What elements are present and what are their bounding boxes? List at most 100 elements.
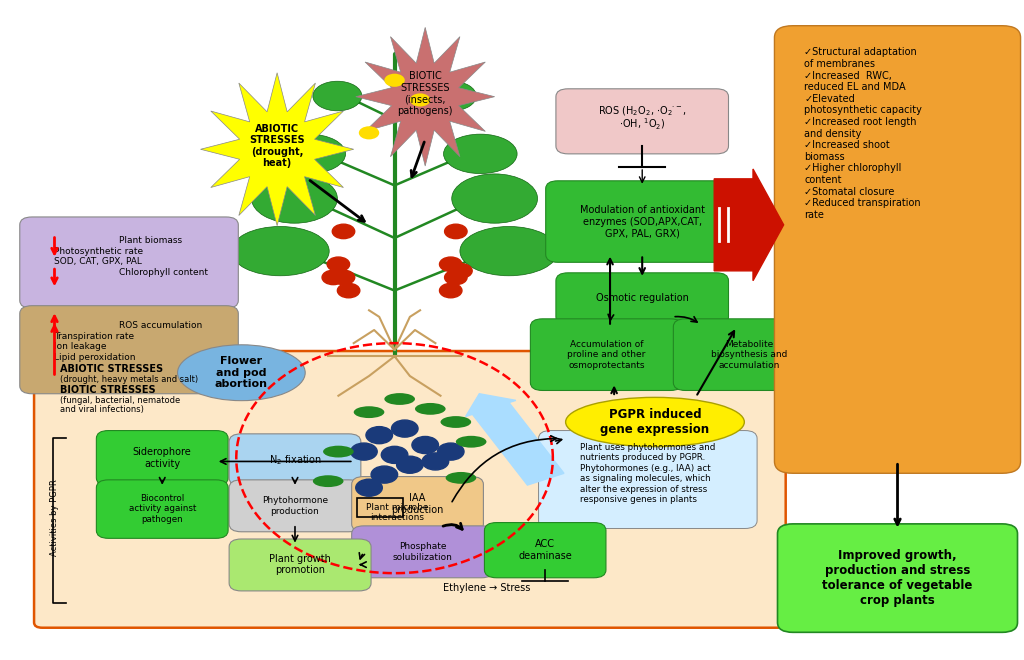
FancyBboxPatch shape xyxy=(229,434,360,486)
Ellipse shape xyxy=(460,226,558,276)
Text: Chlorophyll content: Chlorophyll content xyxy=(119,267,208,277)
Ellipse shape xyxy=(443,134,517,174)
Text: IAA
production: IAA production xyxy=(391,494,443,515)
FancyBboxPatch shape xyxy=(539,430,757,529)
FancyArrow shape xyxy=(714,169,783,280)
Ellipse shape xyxy=(177,345,305,401)
Polygon shape xyxy=(201,73,353,226)
Text: ROS (H$_2$O$_2$, $\cdot$O$_2$$^{\cdot-}$,: ROS (H$_2$O$_2$, $\cdot$O$_2$$^{\cdot-}$… xyxy=(598,104,687,117)
Text: Biocontrol
activity against
pathogen: Biocontrol activity against pathogen xyxy=(129,494,196,523)
Text: PGPR induced
gene expression: PGPR induced gene expression xyxy=(600,408,710,436)
Text: Lipid peroxidation: Lipid peroxidation xyxy=(54,353,136,362)
Circle shape xyxy=(444,270,467,284)
Ellipse shape xyxy=(384,393,415,405)
Text: Flower
and pod
abortion: Flower and pod abortion xyxy=(215,356,268,389)
Text: Activities by PGPR: Activities by PGPR xyxy=(50,479,59,556)
Text: BIOTIC
STRESSES
(insects,
pathogens): BIOTIC STRESSES (insects, pathogens) xyxy=(397,71,453,116)
Text: ACC
deaminase: ACC deaminase xyxy=(518,539,572,561)
FancyBboxPatch shape xyxy=(546,181,738,262)
Text: Phytohormone
production: Phytohormone production xyxy=(262,496,328,516)
Ellipse shape xyxy=(427,81,476,111)
FancyBboxPatch shape xyxy=(229,539,371,591)
Ellipse shape xyxy=(384,74,404,87)
Circle shape xyxy=(337,283,359,298)
Circle shape xyxy=(371,466,397,483)
Ellipse shape xyxy=(456,436,486,447)
Text: ABIOTIC STRESSES: ABIOTIC STRESSES xyxy=(59,364,163,374)
Circle shape xyxy=(444,224,467,239)
FancyBboxPatch shape xyxy=(774,26,1021,473)
Ellipse shape xyxy=(353,407,384,418)
Text: (drought, heavy metals and salt): (drought, heavy metals and salt) xyxy=(59,375,198,383)
Circle shape xyxy=(332,224,354,239)
Ellipse shape xyxy=(272,134,345,174)
Circle shape xyxy=(327,257,349,271)
Circle shape xyxy=(323,270,344,284)
Circle shape xyxy=(355,479,382,496)
Circle shape xyxy=(422,453,449,470)
Ellipse shape xyxy=(252,174,337,223)
Text: Plant microbe
interactions: Plant microbe interactions xyxy=(367,503,429,523)
FancyBboxPatch shape xyxy=(556,89,728,154)
Text: Osmotic regulation: Osmotic regulation xyxy=(596,294,689,304)
FancyBboxPatch shape xyxy=(484,523,606,578)
Text: N$_2$ fixation: N$_2$ fixation xyxy=(268,453,322,467)
Text: $\cdot$OH, $^1$O$_2$): $\cdot$OH, $^1$O$_2$) xyxy=(620,117,666,133)
Text: and viral infections): and viral infections) xyxy=(59,405,143,414)
Circle shape xyxy=(450,263,472,278)
Circle shape xyxy=(391,420,418,437)
Text: Plant biomass: Plant biomass xyxy=(119,236,182,245)
Circle shape xyxy=(439,257,462,271)
Text: Modulation of antioxidant
enzymes (SOD,APX,CAT,
GPX, PAL, GRX): Modulation of antioxidant enzymes (SOD,A… xyxy=(580,205,705,238)
Circle shape xyxy=(412,436,438,453)
Text: ABIOTIC
STRESSES
(drought,
heat): ABIOTIC STRESSES (drought, heat) xyxy=(249,123,305,168)
Ellipse shape xyxy=(445,472,476,484)
FancyBboxPatch shape xyxy=(229,480,360,532)
Ellipse shape xyxy=(313,475,343,487)
Ellipse shape xyxy=(324,446,353,457)
FancyBboxPatch shape xyxy=(19,217,239,308)
Ellipse shape xyxy=(415,403,445,414)
Text: Metabolite
biosynthesis and
accumulation: Metabolite biosynthesis and accumulation xyxy=(712,340,787,370)
Ellipse shape xyxy=(313,81,361,111)
Text: Plant uses phytohormones and
nutrients produced by PGPR.
Phytohormones (e.g., IA: Plant uses phytohormones and nutrients p… xyxy=(581,443,716,504)
Ellipse shape xyxy=(231,226,329,276)
FancyBboxPatch shape xyxy=(19,306,239,394)
Circle shape xyxy=(396,456,423,473)
Circle shape xyxy=(332,270,354,284)
Text: Photosynthetic rate: Photosynthetic rate xyxy=(54,247,143,255)
Text: BIOTIC STRESSES: BIOTIC STRESSES xyxy=(59,385,156,395)
Ellipse shape xyxy=(452,174,538,223)
FancyBboxPatch shape xyxy=(34,351,785,628)
Text: Siderophore
activity: Siderophore activity xyxy=(133,447,191,469)
FancyBboxPatch shape xyxy=(530,319,683,391)
FancyBboxPatch shape xyxy=(674,319,825,391)
Text: ROS accumulation: ROS accumulation xyxy=(119,321,202,331)
Ellipse shape xyxy=(565,397,744,447)
Ellipse shape xyxy=(358,126,379,139)
Text: (fungal, bacterial, nematode: (fungal, bacterial, nematode xyxy=(59,396,180,405)
FancyArrow shape xyxy=(466,394,564,485)
Text: Ion leakage: Ion leakage xyxy=(54,343,106,352)
Text: Accumulation of
proline and other
osmoprotectants: Accumulation of proline and other osmopr… xyxy=(567,340,646,370)
FancyBboxPatch shape xyxy=(777,524,1018,632)
Circle shape xyxy=(381,446,408,463)
Circle shape xyxy=(437,443,464,460)
FancyBboxPatch shape xyxy=(96,480,228,539)
Ellipse shape xyxy=(440,416,471,428)
Text: Improved growth,
production and stress
tolerance of vegetable
crop plants: Improved growth, production and stress t… xyxy=(822,549,973,607)
Text: ✓Structural adaptation
of membranes
✓Increased  RWC,
reduced EL and MDA
✓Elevate: ✓Structural adaptation of membranes ✓Inc… xyxy=(804,48,922,220)
Polygon shape xyxy=(355,27,495,166)
Bar xyxy=(356,498,402,517)
Text: SOD, CAT, GPX, PAL: SOD, CAT, GPX, PAL xyxy=(54,257,142,266)
FancyBboxPatch shape xyxy=(351,526,494,578)
Text: Transpiration rate: Transpiration rate xyxy=(54,332,134,341)
FancyBboxPatch shape xyxy=(556,273,728,325)
FancyBboxPatch shape xyxy=(351,477,483,532)
Text: Plant growth
promotion: Plant growth promotion xyxy=(269,554,331,576)
Circle shape xyxy=(439,283,462,298)
Text: Ethylene → Stress: Ethylene → Stress xyxy=(442,583,530,593)
Circle shape xyxy=(350,443,377,460)
Text: Phosphate
solubilization: Phosphate solubilization xyxy=(393,543,453,562)
Ellipse shape xyxy=(410,94,430,106)
